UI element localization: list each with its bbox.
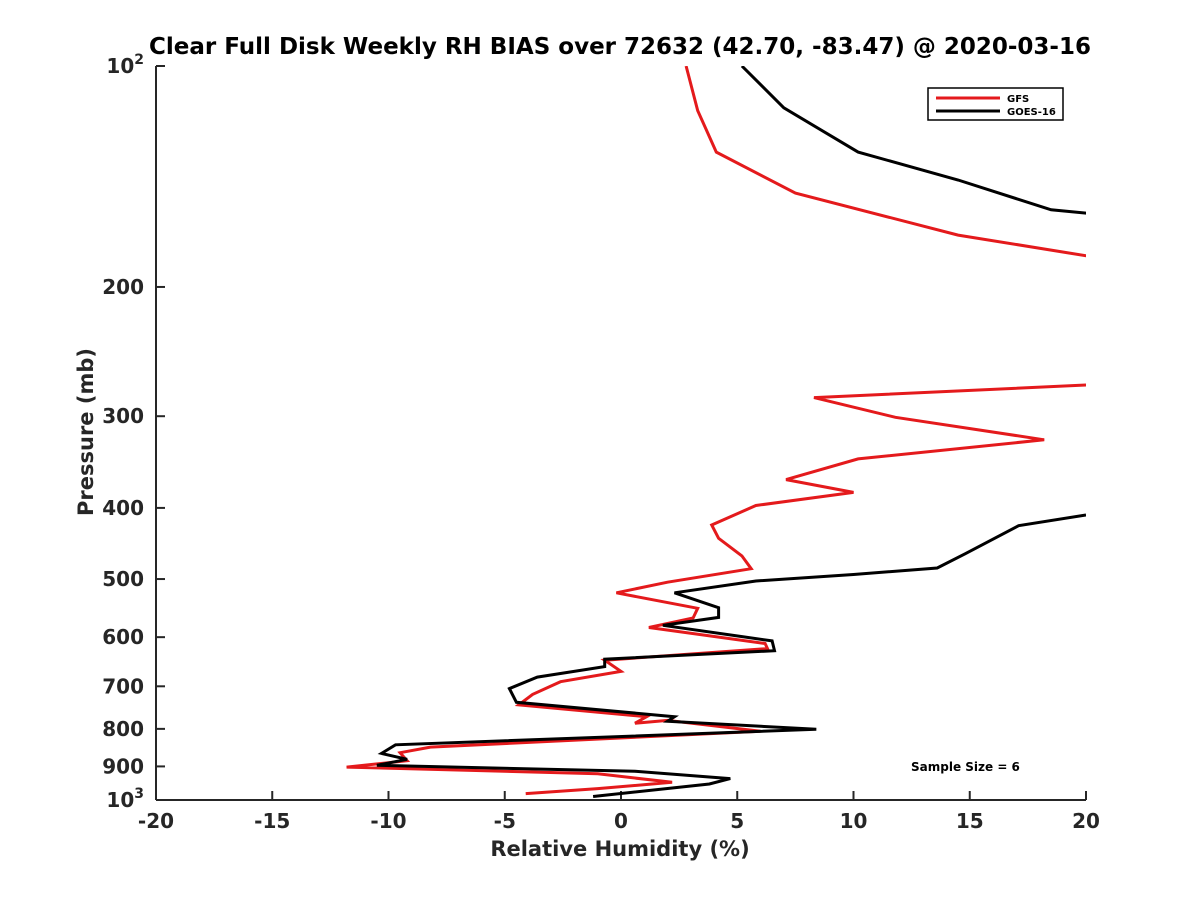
y-tick-base: 10	[106, 54, 134, 78]
series-group	[346, 66, 1086, 798]
y-tick-exponent: 3	[134, 786, 144, 802]
gfs-series-line	[346, 383, 1086, 796]
y-tick-base: 10	[106, 788, 134, 812]
goes16-series-line	[740, 66, 1086, 215]
x-tick-label: 20	[1072, 809, 1100, 833]
x-tick-label: 15	[956, 809, 984, 833]
legend: GFS GOES-16	[927, 87, 1064, 121]
y-tick-base: 700	[102, 674, 144, 698]
y-tick-label: 400	[102, 496, 144, 520]
x-tick-label: -15	[254, 809, 290, 833]
y-tick-base: 400	[102, 496, 144, 520]
y-tick-exponent: 2	[134, 52, 144, 68]
y-tick-label: 300	[102, 404, 144, 428]
y-tick-label: 102	[106, 52, 144, 78]
y-tick-label: 200	[102, 275, 144, 299]
goes16-series-line	[376, 513, 1086, 798]
x-tick-label: -10	[370, 809, 406, 833]
y-tick-label: 500	[102, 567, 144, 591]
legend-label: GFS	[1007, 94, 1029, 105]
chart-title: Clear Full Disk Weekly RH BIAS over 7263…	[149, 34, 1091, 60]
x-tick-label: 10	[840, 809, 868, 833]
y-tick-base: 900	[102, 754, 144, 778]
plot-area: -20 -15 -10 -5 0 5 10 15 20102200300400500600700…	[102, 52, 1100, 833]
x-axis-label: Relative Humidity (%)	[490, 837, 749, 861]
legend-label: GOES-16	[1007, 107, 1056, 118]
y-tick-label: 900	[102, 754, 144, 778]
gfs-series-line	[684, 66, 1086, 258]
legend-box	[927, 87, 1064, 121]
y-tick-base: 500	[102, 567, 144, 591]
y-tick-label: 800	[102, 717, 144, 741]
y-axis-label: Pressure (mb)	[74, 348, 98, 516]
x-tick-label: -20	[138, 809, 174, 833]
x-tick-label: 0	[614, 809, 628, 833]
y-tick-label: 700	[102, 674, 144, 698]
sample-size-annotation: Sample Size = 6	[911, 760, 1020, 774]
y-tick-base: 600	[102, 625, 144, 649]
y-tick-label: 103	[106, 786, 144, 812]
x-tick-label: 5	[730, 809, 744, 833]
y-tick-base: 300	[102, 404, 144, 428]
y-tick-base: 200	[102, 275, 144, 299]
y-tick-base: 800	[102, 717, 144, 741]
x-tick-label: -5	[494, 809, 516, 833]
y-tick-label: 600	[102, 625, 144, 649]
